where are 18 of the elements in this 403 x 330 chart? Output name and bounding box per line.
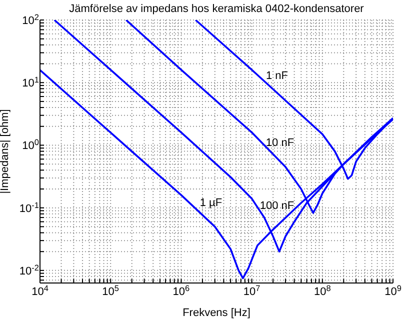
y-tick-label: 10$^{1}$ [22, 75, 40, 90]
y-tick-label: 10$^{-1}$ [19, 200, 40, 215]
y-tick-label: 10$^{-2}$ [19, 262, 40, 278]
y-axis-title: |Impedans| [ohm] [0, 109, 11, 194]
series-label: 1 µF [200, 197, 222, 209]
y-tick-label: 10$^{0}$ [22, 138, 40, 152]
series-label: 1 nF [266, 70, 288, 82]
chart-title: Jämförelse av impedans hos keramiska 0402-kondensatorer [68, 3, 365, 15]
series-label: 100 nF [260, 200, 294, 212]
x-axis-title: Frekvens [Hz] [182, 306, 252, 320]
x-tick-label: 10$^{9}$ [384, 284, 402, 298]
x-tick-label: 10$^{8}$ [314, 284, 332, 298]
series-label: 10 nF [266, 137, 294, 149]
y-tick-label: 10$^{2}$ [22, 12, 40, 27]
x-tick-label: 10$^{6}$ [172, 284, 190, 298]
x-tick-label: 10$^{5}$ [102, 284, 120, 298]
x-tick-label: 10$^{7}$ [243, 284, 261, 298]
x-tick-label: 10$^{4}$ [32, 284, 49, 298]
